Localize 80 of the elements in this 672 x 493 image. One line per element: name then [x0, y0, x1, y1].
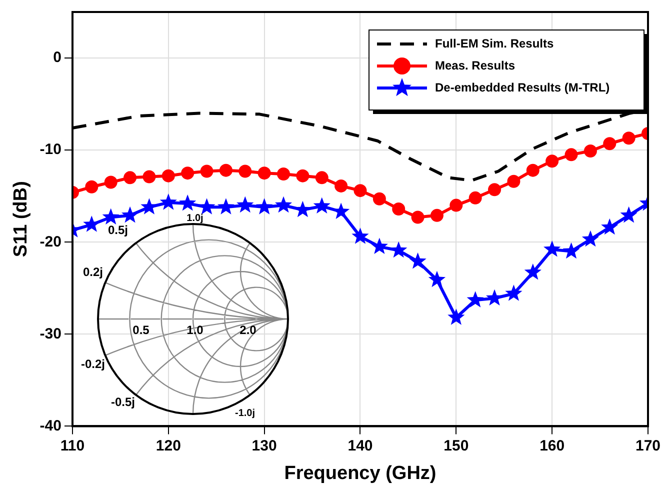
point	[524, 263, 542, 280]
point	[162, 169, 175, 182]
point	[562, 242, 580, 259]
point	[564, 148, 578, 162]
point	[466, 291, 484, 308]
point	[219, 164, 232, 177]
point	[124, 171, 137, 184]
annotation: 1.0j	[186, 213, 204, 224]
point	[430, 208, 444, 222]
point	[450, 198, 463, 212]
point	[181, 166, 194, 180]
annotation: -0.2j	[80, 357, 106, 371]
point	[409, 252, 426, 269]
point	[104, 176, 118, 189]
y-tick-label: -20	[40, 233, 62, 250]
point	[121, 206, 139, 223]
point	[546, 154, 559, 168]
point	[277, 168, 290, 180]
point	[354, 184, 367, 198]
x-tick-label: 150	[444, 437, 469, 454]
point	[334, 179, 348, 192]
x-tick-label: 110	[60, 437, 85, 454]
point	[411, 210, 424, 224]
point	[258, 166, 271, 180]
annotation: 1.0	[186, 323, 204, 337]
point	[313, 197, 330, 214]
annotation: -0.5j	[110, 395, 136, 409]
y-tick-label: -40	[40, 417, 62, 434]
x-tick-label: 120	[156, 437, 181, 454]
legend-label: De-embedded Results (M-TRL)	[435, 80, 610, 94]
point	[544, 240, 561, 257]
x-tick-label: 130	[252, 437, 277, 454]
point	[372, 192, 386, 206]
point	[448, 308, 465, 325]
point	[217, 198, 235, 214]
point	[622, 132, 636, 145]
annotation: -1.0j	[234, 408, 256, 419]
point	[486, 289, 504, 306]
point	[142, 170, 156, 184]
point	[601, 218, 618, 235]
y-axis-title: S11 (dB)	[10, 181, 32, 258]
point	[505, 284, 522, 301]
point	[160, 194, 177, 210]
annotation: 0.2j	[82, 265, 104, 279]
point	[256, 198, 273, 214]
y-tick-label: -30	[40, 325, 62, 342]
legend-label: Full-EM Sim. Results	[435, 36, 554, 50]
point	[390, 241, 408, 258]
point	[274, 196, 292, 213]
point	[238, 164, 252, 178]
point	[526, 164, 540, 177]
point	[370, 238, 388, 254]
point	[352, 228, 369, 244]
annotation: 0.5	[132, 323, 150, 337]
point	[584, 144, 597, 158]
point	[236, 196, 254, 213]
point	[468, 191, 482, 204]
point	[85, 180, 98, 194]
point	[488, 183, 502, 196]
point	[582, 230, 600, 247]
x-axis-title: Frequency (GHz)	[284, 462, 436, 484]
point	[428, 270, 446, 288]
y-tick-label: 0	[53, 49, 62, 66]
y-tick-label: -10	[40, 141, 62, 158]
point	[603, 137, 616, 150]
point	[620, 206, 638, 223]
x-tick-label: 170	[635, 437, 661, 454]
point	[507, 174, 520, 188]
point	[315, 171, 328, 184]
x-tick-label: 140	[348, 437, 373, 454]
point	[200, 164, 214, 178]
point	[179, 194, 196, 211]
point	[198, 198, 216, 214]
point	[392, 202, 406, 216]
x-tick-label: 160	[540, 437, 565, 454]
annotation: 0.5j	[108, 223, 128, 237]
point	[102, 208, 120, 225]
annotation: 2.0	[240, 323, 257, 337]
point	[296, 169, 310, 182]
legend-label: Meas. Results	[435, 58, 516, 72]
